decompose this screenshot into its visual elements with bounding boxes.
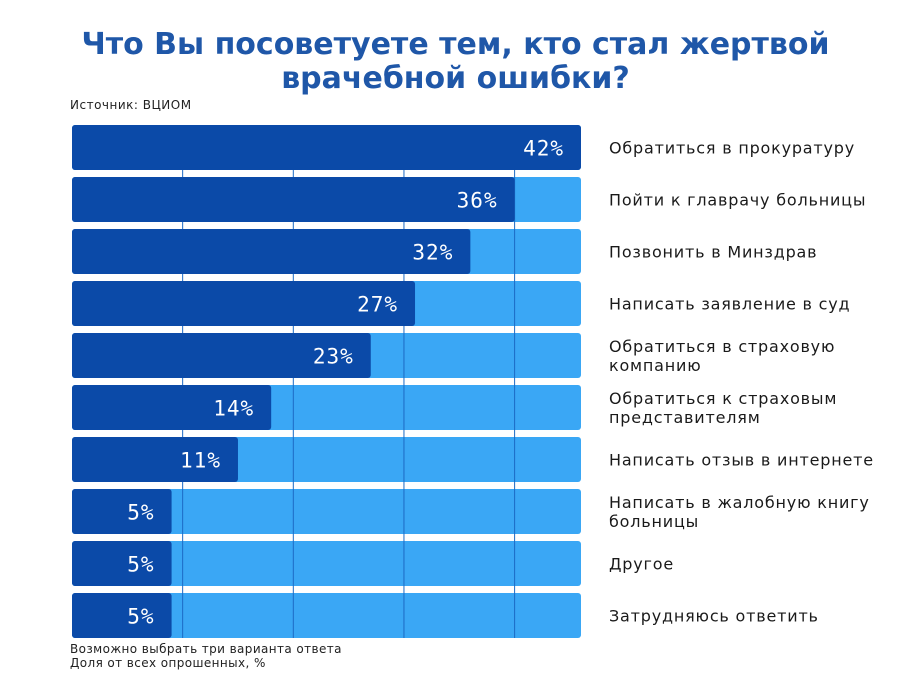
bar — [72, 281, 416, 326]
value-label: 23% — [313, 345, 354, 369]
bar — [72, 489, 172, 534]
value-label: 5% — [127, 605, 154, 629]
bar-track — [72, 489, 581, 534]
chart-title-line-2: врачебной ошибки? — [281, 61, 630, 96]
category-label: больницы — [609, 512, 699, 531]
category-label: Написать заявление в суд — [609, 295, 850, 314]
category-label: Позвонить в Минздрав — [609, 243, 817, 262]
value-label: 11% — [180, 449, 221, 473]
category-label: Другое — [609, 555, 674, 574]
category-label: Обратиться в прокуратуру — [609, 139, 855, 158]
footnote-line-1: Возможно выбрать три варианта ответа — [70, 642, 342, 656]
value-label: 36% — [457, 189, 498, 213]
source-label: Источник: ВЦИОМ — [70, 98, 192, 112]
category-label: Обратиться к страховым — [609, 389, 837, 408]
bar — [72, 125, 581, 170]
bar — [72, 385, 272, 430]
bar — [72, 229, 471, 274]
category-label: представителям — [609, 408, 761, 427]
footnote: Возможно выбрать три варианта ответа Дол… — [70, 642, 342, 670]
bar — [72, 437, 238, 482]
value-label: 5% — [127, 501, 154, 525]
category-label: Написать отзыв в интернете — [609, 451, 874, 470]
footnote-line-2: Доля от всех опрошенных, % — [70, 656, 266, 670]
bar — [72, 593, 172, 638]
value-label: 5% — [127, 553, 154, 577]
bar — [72, 333, 371, 378]
value-label: 14% — [213, 397, 254, 421]
bar-track — [72, 541, 581, 586]
chart-title: Что Вы посоветуете тем, кто стал жертвой… — [0, 28, 911, 96]
chart-title-line-1: Что Вы посоветуете тем, кто стал жертвой — [81, 27, 830, 62]
bar-track — [72, 593, 581, 638]
category-label: компанию — [609, 356, 702, 375]
category-label: Затрудняюсь ответить — [609, 607, 819, 626]
bar — [72, 177, 515, 222]
category-label: Обратиться в страховую — [609, 337, 835, 356]
value-label: 42% — [523, 137, 564, 161]
value-label: 32% — [412, 241, 453, 265]
category-label: Пойти к главрачу больницы — [609, 191, 866, 210]
value-label: 27% — [357, 293, 398, 317]
category-label: Написать в жалобную книгу — [609, 493, 870, 512]
bar — [72, 541, 172, 586]
